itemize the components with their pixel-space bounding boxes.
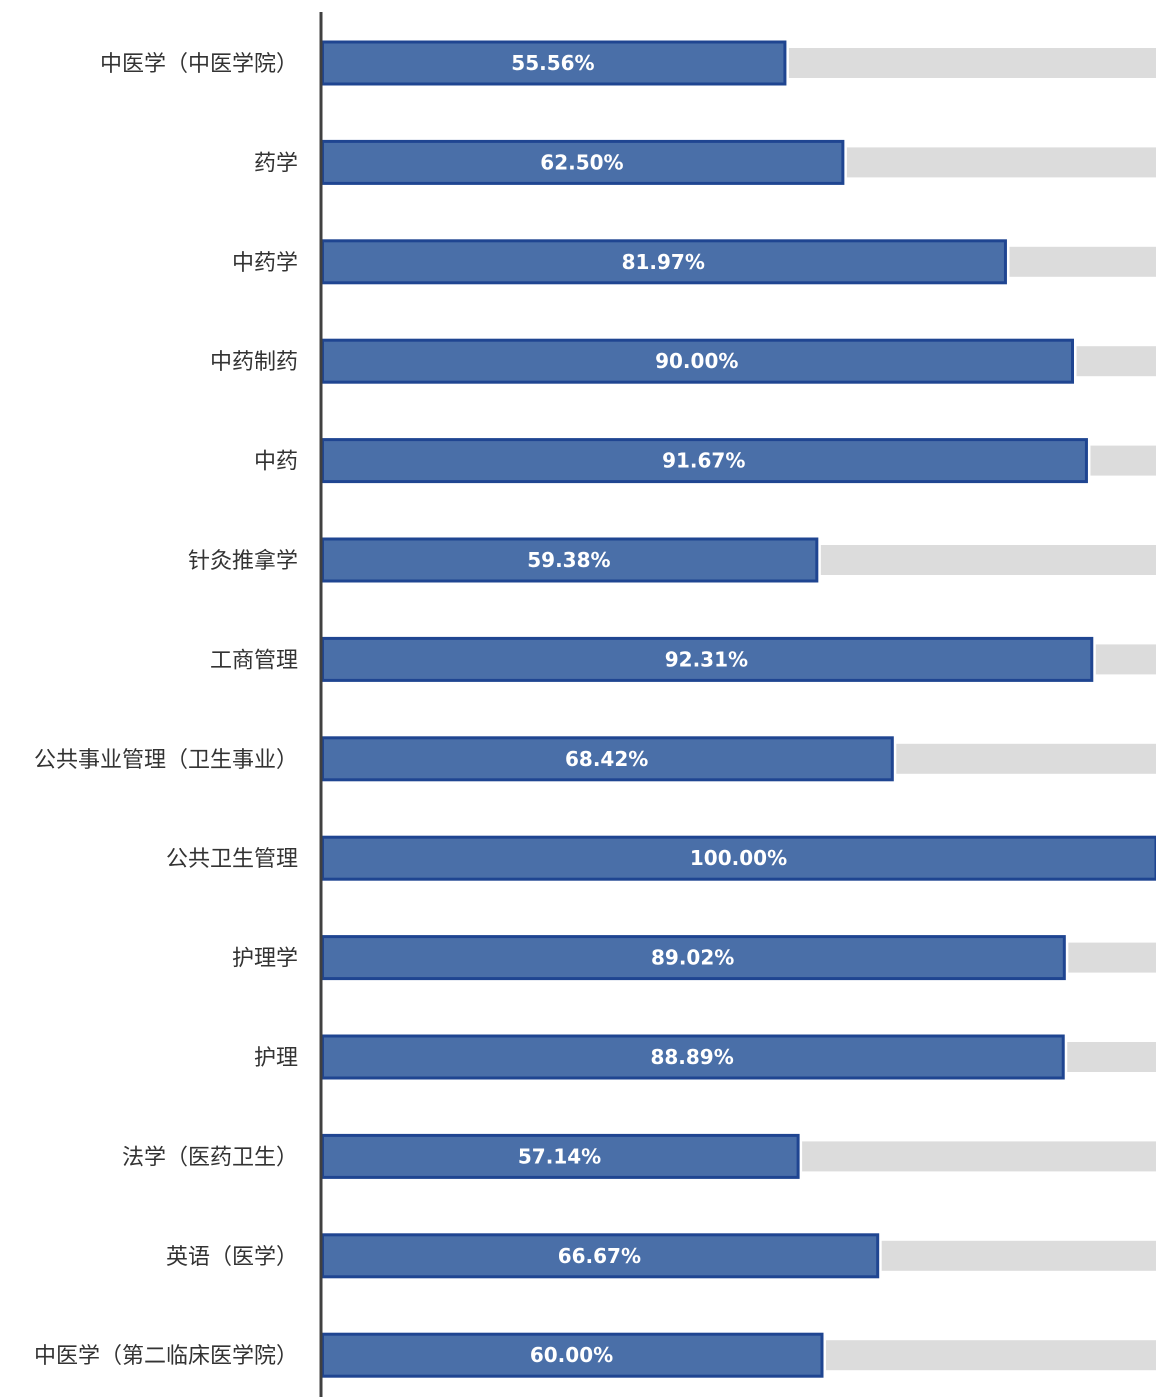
category-label: 中药学: [232, 251, 298, 276]
category-label: 公共事业管理（卫生事业）: [34, 748, 298, 773]
category-label: 护理: [254, 1046, 298, 1071]
category-label: 针灸推拿学: [188, 548, 298, 574]
remainder-tracks: [788, 48, 1156, 1371]
category-label: 英语（医学）: [166, 1245, 298, 1270]
value-label: 57.14%: [518, 1144, 601, 1168]
bar: [321, 338, 1074, 384]
value-label: 62.50%: [540, 150, 623, 174]
value-label: 66.67%: [558, 1244, 641, 1268]
remainder-track: [881, 1240, 1156, 1271]
value-label: 59.38%: [527, 548, 610, 572]
remainder-track: [1009, 246, 1156, 277]
remainder-track: [1068, 942, 1156, 973]
value-label: 68.42%: [565, 747, 648, 771]
bar: [321, 239, 1007, 285]
category-labels: 中医学（中医学院） 药学中药学中药制药中药针灸推拿学工商管理公共事业管理（卫生事业…: [34, 52, 298, 1369]
value-label: 60.00%: [530, 1343, 613, 1367]
category-label: 法学（医药卫生）: [122, 1145, 298, 1170]
value-label: 88.89%: [650, 1045, 733, 1069]
category-label: 药学: [254, 151, 298, 176]
value-labels: 55.56% 62.50% 81.97% 90.00% 91.67% 59.38% 92.3…: [511, 51, 787, 1367]
remainder-track: [1076, 346, 1156, 377]
category-label: 中药: [254, 450, 298, 475]
bars: [321, 40, 1156, 1378]
category-label: 中医学（中医学院）: [100, 52, 298, 77]
category-label: 中医学（第二临床医学院）: [34, 1344, 298, 1369]
value-label: 55.56%: [511, 51, 594, 75]
remainder-track: [1090, 445, 1156, 476]
remainder-track: [820, 545, 1156, 575]
remainder-track: [896, 743, 1156, 774]
value-label: 90.00%: [655, 349, 738, 373]
value-label: 91.67%: [662, 449, 745, 473]
bar: [321, 1034, 1065, 1080]
category-label: 公共卫生管理: [166, 847, 298, 872]
value-label: 100.00%: [690, 846, 787, 870]
bar: [321, 139, 845, 185]
bar: [321, 1233, 880, 1279]
bar: [321, 438, 1088, 484]
remainder-track: [788, 48, 1156, 78]
bar: [321, 1133, 800, 1179]
remainder-track: [1095, 644, 1156, 675]
value-label: 92.31%: [665, 647, 748, 671]
remainder-track: [846, 147, 1156, 178]
bar: [321, 935, 1066, 981]
category-label: 中药制药: [210, 350, 298, 375]
value-label: 89.02%: [651, 946, 734, 970]
category-label: 工商管理: [210, 648, 298, 673]
remainder-track: [826, 1340, 1156, 1371]
category-label: 护理学: [232, 947, 298, 972]
remainder-track: [802, 1141, 1156, 1172]
remainder-track: [1067, 1042, 1156, 1072]
value-label: 81.97%: [622, 250, 705, 274]
